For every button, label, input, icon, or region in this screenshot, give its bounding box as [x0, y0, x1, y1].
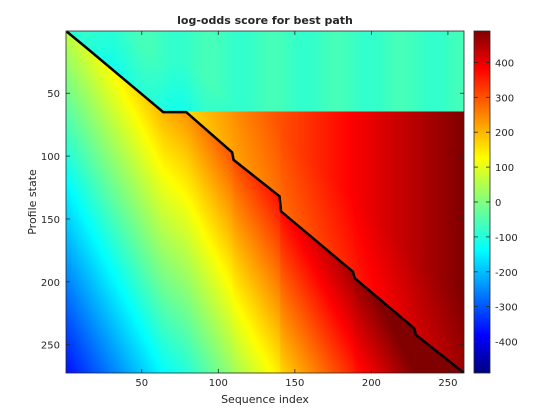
- y-tick-label: 250: [41, 341, 60, 352]
- colorbar-tick-label: -100: [495, 233, 518, 244]
- y-tick-label: 100: [41, 152, 60, 163]
- x-tick-label: 50: [135, 378, 148, 389]
- x-axis-label: Sequence index: [221, 393, 309, 406]
- x-tick-label: 100: [209, 378, 228, 389]
- colorbar-gradient: [474, 31, 490, 373]
- plot-frame: [65, 30, 465, 374]
- y-axis: 50 100 150 200 250: [41, 89, 464, 352]
- y-tick-label: 50: [47, 89, 60, 100]
- x-tick-label: 250: [438, 378, 457, 389]
- colorbar-tick-label: 300: [495, 93, 514, 104]
- heatmap-area: [65, 30, 465, 374]
- colorbar: 400 300 200 100 0 -100 -200 -300 -400: [473, 30, 518, 374]
- y-tick-label: 200: [41, 278, 60, 289]
- chart-title: log-odds score for best path: [177, 14, 353, 27]
- x-tick-label: 150: [285, 378, 304, 389]
- colorbar-ticks: 400 300 200 100 0 -100 -200 -300 -400: [474, 58, 518, 349]
- x-tick-label: 200: [362, 378, 381, 389]
- colorbar-tick-label: -200: [495, 268, 518, 279]
- colorbar-tick-label: 400: [495, 58, 514, 69]
- y-tick-label: 150: [41, 215, 60, 226]
- colorbar-tick-label: 100: [495, 163, 514, 174]
- best-path-line: [66, 31, 464, 373]
- x-axis: 50 100 150 200 250: [135, 31, 457, 389]
- colorbar-tick-label: 200: [495, 128, 514, 139]
- colorbar-tick-label: -300: [495, 303, 518, 314]
- y-axis-label: Profile state: [26, 169, 39, 235]
- colorbar-tick-label: 0: [495, 198, 501, 209]
- colorbar-tick-label: -400: [495, 338, 518, 349]
